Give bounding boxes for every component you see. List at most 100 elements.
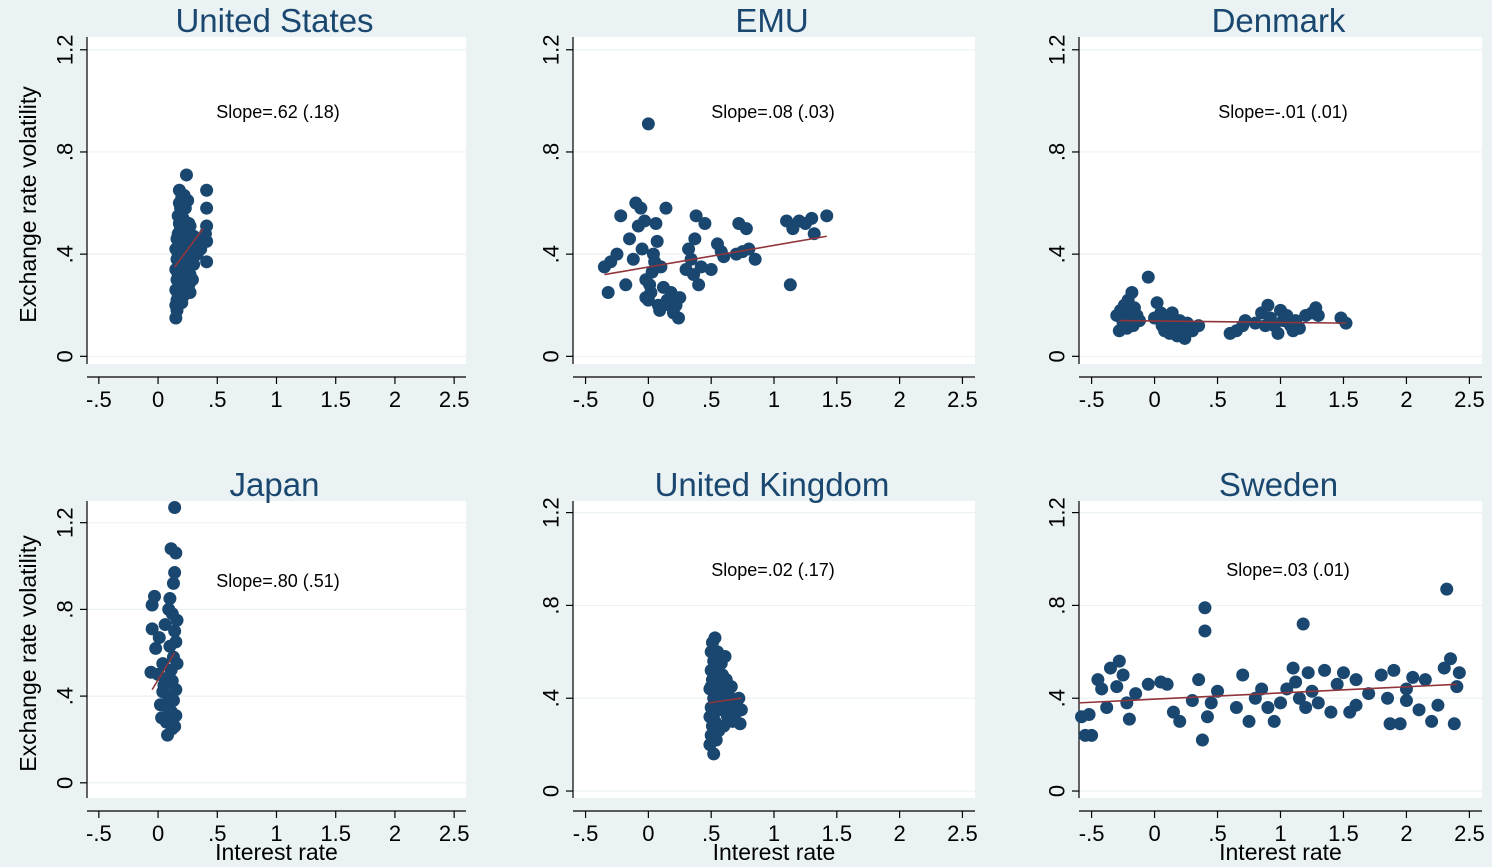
data-point — [185, 273, 199, 287]
data-point — [610, 247, 624, 261]
x-tick-label: 1 — [1274, 821, 1286, 846]
data-point — [653, 303, 667, 317]
y-tick-label: .4 — [539, 245, 564, 263]
data-point — [1289, 675, 1303, 689]
data-point — [182, 216, 196, 230]
y-tick-label: 0 — [1045, 350, 1070, 362]
data-point — [1211, 684, 1225, 698]
x-tick-label: 1 — [1274, 387, 1286, 412]
x-tick-label: -.5 — [1079, 387, 1105, 412]
data-point — [1200, 710, 1214, 724]
y-tick-label: .8 — [539, 143, 564, 161]
data-point — [654, 260, 668, 274]
panel-title: EMU — [735, 2, 808, 39]
x-tick-label: 0 — [1148, 821, 1160, 846]
data-point — [1383, 717, 1397, 731]
data-point — [1160, 677, 1174, 691]
data-point — [148, 589, 162, 603]
data-point — [1166, 705, 1180, 719]
data-point — [168, 566, 182, 580]
data-point — [623, 232, 637, 246]
data-point — [688, 232, 702, 246]
data-point — [1100, 701, 1114, 715]
data-point — [1299, 701, 1313, 715]
y-tick-label: 1.2 — [1045, 497, 1070, 528]
x-tick-label: 2.5 — [439, 821, 470, 846]
data-point — [169, 546, 183, 560]
x-tick-label: 0 — [1148, 387, 1160, 412]
data-point — [619, 278, 633, 292]
data-point — [805, 211, 819, 225]
x-tick-label: 2 — [389, 821, 401, 846]
data-point — [145, 622, 159, 636]
data-point — [626, 252, 640, 266]
data-point — [708, 631, 722, 645]
panel-sweden: 0 .4 .8 1.2 -.5 0 .5 1 1.5 2 2.5 Sweden Slope=.03 (.… — [1045, 466, 1485, 865]
data-point — [1286, 661, 1300, 675]
x-axis-title: Interest rate — [713, 839, 836, 865]
x-tick-label: 1.5 — [822, 821, 853, 846]
data-point — [1387, 663, 1401, 677]
data-point — [634, 201, 648, 215]
panel-title: United Kingdom — [655, 466, 890, 503]
data-point — [748, 252, 762, 266]
data-point — [166, 576, 180, 590]
data-point — [1292, 321, 1306, 335]
data-point — [200, 234, 214, 248]
data-point — [1082, 707, 1096, 721]
slope-annotation: Slope=.02 (.17) — [711, 560, 835, 580]
data-point — [161, 700, 175, 714]
x-tick-label: 2 — [1400, 387, 1412, 412]
data-point — [672, 311, 686, 325]
plot-area — [573, 501, 975, 798]
data-point — [1248, 316, 1262, 330]
data-point — [1103, 661, 1117, 675]
data-point — [641, 117, 655, 131]
x-tick-label: -.5 — [1079, 821, 1105, 846]
data-point — [724, 680, 738, 694]
data-point — [1301, 666, 1315, 680]
x-tick-label: 1 — [768, 821, 780, 846]
data-point — [179, 250, 193, 264]
x-tick-label: -.5 — [86, 821, 112, 846]
data-point — [704, 680, 718, 694]
data-point — [1336, 666, 1350, 680]
data-point — [1141, 270, 1155, 284]
data-point — [183, 285, 197, 299]
data-point — [168, 501, 182, 515]
data-point — [175, 265, 189, 279]
panel-japan: 0 .4 .8 1.2 -.5 0 .5 1 1.5 2 2.5 Japan Slope=.80 (.5… — [15, 466, 469, 865]
x-tick-label: 2.5 — [947, 821, 978, 846]
data-point — [1418, 673, 1432, 687]
data-point — [717, 250, 731, 264]
y-axis-title: Exchange rate volatility — [15, 86, 41, 323]
y-tick-label: .4 — [1045, 245, 1070, 263]
data-point — [1192, 319, 1206, 333]
x-tick-label: .5 — [208, 387, 226, 412]
data-point — [698, 216, 712, 230]
data-point — [169, 709, 183, 723]
y-tick-label: 0 — [539, 350, 564, 362]
fit-line — [174, 228, 204, 268]
data-point — [1452, 666, 1466, 680]
data-point — [1412, 703, 1426, 717]
y-tick-label: .8 — [53, 143, 78, 161]
panel-title: Japan — [230, 466, 320, 503]
y-tick-label: .4 — [53, 687, 78, 705]
y-tick-label: 0 — [53, 350, 78, 362]
data-point — [175, 296, 189, 310]
data-point — [1362, 687, 1376, 701]
data-point — [1112, 654, 1126, 668]
data-point — [1141, 677, 1155, 691]
panel-denmark: 0 .4 .8 1.2 -.5 0 .5 1 1.5 2 2.5 Denmark Slope=-.01 … — [1045, 2, 1485, 412]
panel-title: Sweden — [1219, 466, 1338, 503]
x-tick-label: 2.5 — [947, 387, 978, 412]
data-point — [1324, 705, 1338, 719]
x-tick-label: .5 — [1208, 387, 1226, 412]
data-point — [1238, 314, 1252, 328]
data-point — [708, 705, 722, 719]
data-point — [181, 194, 195, 207]
data-point — [1330, 677, 1344, 691]
y-tick-label: .4 — [539, 689, 564, 707]
